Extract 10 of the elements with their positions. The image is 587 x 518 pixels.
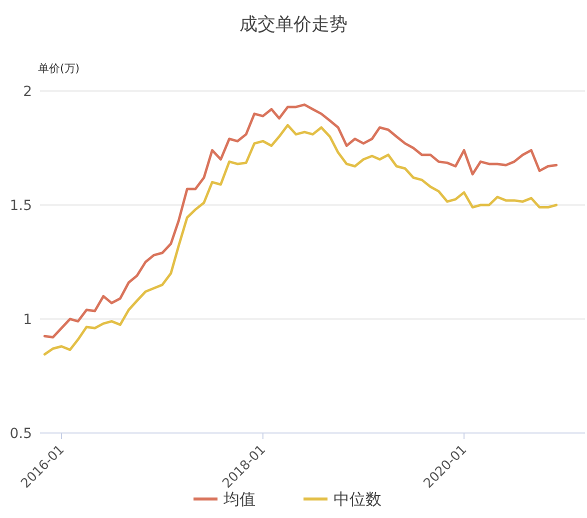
chart-title: 成交单价走势 [240, 14, 348, 35]
line-series [43, 103, 558, 338]
legend-label: 均值 [222, 490, 256, 509]
y-tick-label: 1 [23, 312, 32, 328]
y-axis-title: 单价(万) [38, 62, 80, 75]
y-tick-label: 2 [23, 84, 32, 100]
legend-label: 中位数 [334, 490, 382, 509]
y-tick-label: 1.5 [10, 198, 32, 214]
line-series [43, 124, 558, 356]
y-tick-label: 0.5 [10, 426, 32, 442]
